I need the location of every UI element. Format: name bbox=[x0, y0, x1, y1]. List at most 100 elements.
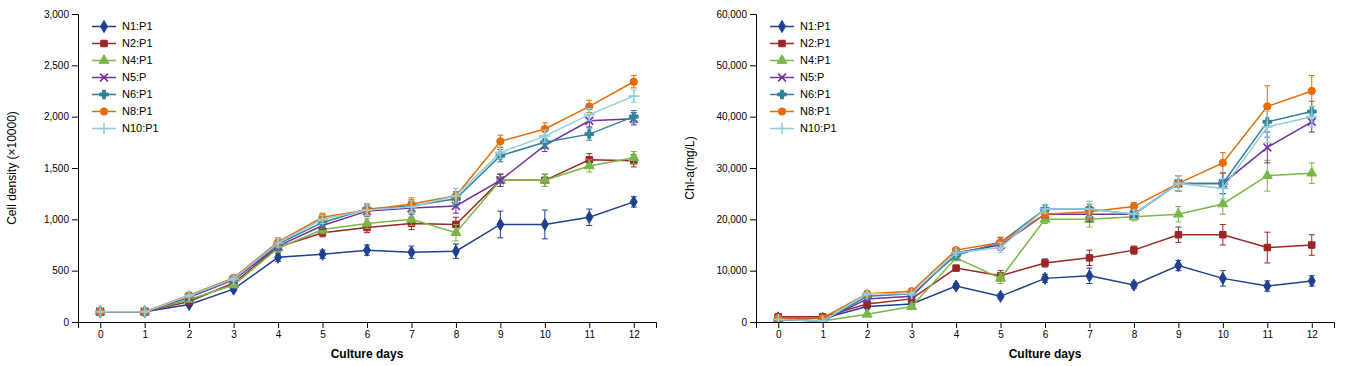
x-tick: 9 bbox=[1176, 322, 1182, 340]
error-bar bbox=[1220, 153, 1226, 174]
x-tick: 10 bbox=[1218, 322, 1230, 340]
error-bar bbox=[1220, 271, 1226, 286]
legend-swatch-marker bbox=[777, 55, 787, 64]
error-bar bbox=[1131, 246, 1137, 254]
y-tick-mark bbox=[750, 65, 756, 66]
marker bbox=[1131, 247, 1137, 253]
x-tick: 0 bbox=[98, 322, 104, 340]
error-bar bbox=[1175, 260, 1181, 270]
series-line bbox=[100, 160, 634, 312]
error-bar bbox=[631, 197, 637, 207]
x-tick-label: 11 bbox=[1263, 329, 1274, 340]
error-bar bbox=[1309, 276, 1315, 286]
marker bbox=[1264, 280, 1271, 292]
x-tick-mark bbox=[1089, 322, 1090, 328]
legend-item: N8:P1 bbox=[92, 105, 153, 117]
x-tick-mark bbox=[778, 322, 779, 328]
series-line bbox=[100, 82, 634, 312]
x-tick-mark bbox=[411, 322, 412, 328]
marker bbox=[1219, 159, 1226, 166]
marker bbox=[997, 290, 1004, 302]
y-tick-label: 20,000 bbox=[716, 214, 747, 225]
x-tick-mark bbox=[956, 322, 957, 328]
marker bbox=[497, 138, 504, 145]
legend-label: N4:P1 bbox=[800, 54, 831, 66]
marker bbox=[319, 248, 326, 260]
legend-swatch-marker bbox=[98, 123, 109, 134]
x-tick-label: 6 bbox=[1043, 329, 1049, 340]
marker bbox=[630, 78, 637, 85]
error-bar bbox=[542, 210, 548, 239]
marker bbox=[1042, 260, 1048, 266]
plot-area bbox=[773, 76, 1318, 322]
error-bar bbox=[1175, 227, 1181, 242]
marker bbox=[541, 218, 548, 230]
x-axis-title: Culture days bbox=[1009, 347, 1082, 361]
legend-label: N6:P1 bbox=[800, 88, 831, 100]
marker bbox=[1175, 231, 1181, 237]
y-tick-label: 10,000 bbox=[716, 265, 747, 276]
marker bbox=[862, 288, 873, 299]
x-tick-mark bbox=[545, 322, 546, 328]
y-tick: 500 bbox=[52, 265, 78, 276]
x-tick: 12 bbox=[629, 322, 641, 340]
y-tick: 0 bbox=[63, 317, 78, 328]
marker bbox=[317, 214, 328, 225]
x-tick-label: 9 bbox=[498, 329, 504, 340]
legend-label: N2:P1 bbox=[800, 37, 831, 49]
marker bbox=[1217, 183, 1228, 194]
y-tick-label: 2,500 bbox=[44, 60, 69, 71]
legend-item: N6:P1 bbox=[92, 88, 153, 100]
marker bbox=[540, 175, 550, 184]
marker bbox=[364, 244, 371, 256]
marker bbox=[184, 290, 195, 301]
marker bbox=[1173, 178, 1184, 189]
error-bar bbox=[453, 244, 459, 258]
error-bar bbox=[1264, 232, 1270, 263]
marker bbox=[406, 201, 417, 212]
error-bar bbox=[364, 245, 370, 255]
y-tick: 60,000 bbox=[716, 9, 756, 20]
y-tick: 1,500 bbox=[44, 163, 78, 174]
error-bar bbox=[1042, 259, 1048, 267]
series bbox=[97, 154, 637, 315]
y-axis-line bbox=[72, 15, 79, 323]
y-tick-mark bbox=[750, 271, 756, 272]
y-tick-label: 40,000 bbox=[716, 111, 747, 122]
y-tick-label: 3,000 bbox=[44, 9, 69, 20]
x-tick-mark bbox=[145, 322, 146, 328]
legend-label: N1:P1 bbox=[122, 20, 153, 32]
marker bbox=[1262, 170, 1272, 179]
x-tick-mark bbox=[1045, 322, 1046, 328]
x-tick-mark bbox=[1223, 322, 1224, 328]
legend-item: N4:P1 bbox=[770, 54, 831, 66]
y-axis-title: Cell density (×10000) bbox=[5, 111, 19, 225]
error-bar bbox=[953, 266, 959, 271]
series-line bbox=[100, 96, 634, 312]
x-tick: 2 bbox=[865, 322, 871, 340]
x-tick-mark bbox=[1134, 322, 1135, 328]
x-tick: 2 bbox=[187, 322, 193, 340]
series bbox=[95, 152, 638, 315]
y-tick: 20,000 bbox=[716, 214, 756, 225]
marker bbox=[817, 315, 828, 322]
y-tick-label: 1,500 bbox=[44, 163, 69, 174]
marker bbox=[407, 214, 417, 223]
marker bbox=[630, 196, 637, 208]
x-tick-label: 4 bbox=[954, 329, 960, 340]
x-tick-label: 0 bbox=[98, 329, 104, 340]
marker bbox=[95, 306, 106, 317]
legend-label: N8:P1 bbox=[800, 105, 831, 117]
y-tick: 1,000 bbox=[44, 214, 78, 225]
legend: N1:P1N2:P1N4:P1N5:PN6:P1N8:P1N10:P1 bbox=[92, 20, 159, 134]
y-tick-label: 50,000 bbox=[716, 60, 747, 71]
series bbox=[775, 76, 1316, 322]
series bbox=[773, 160, 1316, 322]
legend-swatch-marker bbox=[776, 123, 787, 134]
legend-item: N4:P1 bbox=[92, 54, 153, 66]
y-tick-mark bbox=[750, 322, 756, 323]
legend-label: N5:P bbox=[122, 71, 146, 83]
y-tick: 30,000 bbox=[716, 163, 756, 174]
x-axis: 0123456789101112 bbox=[79, 322, 657, 340]
x-tick-label: 5 bbox=[320, 329, 326, 340]
